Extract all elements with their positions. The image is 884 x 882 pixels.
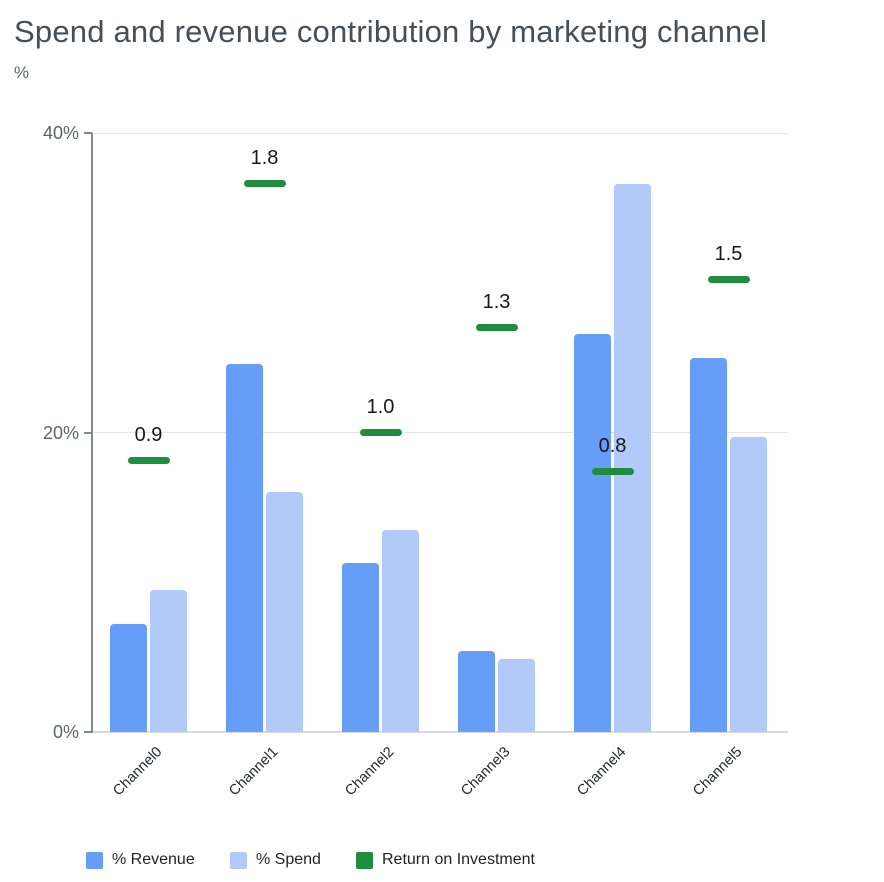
x-axis-label-channel2: Channel2	[342, 744, 398, 800]
bar-spend-channel3[interactable]	[498, 658, 535, 732]
bar-spend-channel4[interactable]	[614, 183, 651, 732]
bar-revenue-channel1[interactable]	[226, 363, 263, 732]
roi-marker-channel5[interactable]	[707, 276, 750, 284]
roi-value-label-channel2: 1.0	[366, 396, 395, 418]
legend-item-spend: % Spend	[230, 851, 321, 869]
bar-spend-channel2[interactable]	[382, 529, 419, 732]
roi-marker-channel4[interactable]	[591, 467, 634, 475]
legend-label-roi: Return on Investment	[382, 851, 535, 868]
chart-legend: % Revenue % Spend Return on Investment	[0, 851, 884, 871]
x-axis-label-channel4: Channel4	[574, 744, 630, 800]
y-axis-label-20pct: 20%	[42, 422, 79, 443]
bar-spend-channel0[interactable]	[150, 589, 187, 732]
bar-spend-channel1[interactable]	[266, 492, 303, 732]
x-axis-label-channel3: Channel3	[458, 744, 514, 800]
y-axis-tickmark-20pct	[84, 431, 92, 434]
legend-swatch-spend	[230, 851, 247, 869]
x-axis-label-channel5: Channel5	[690, 744, 746, 800]
gridline-0pct	[92, 731, 788, 733]
roi-marker-channel3[interactable]	[475, 324, 518, 332]
roi-value-label-channel0: 0.9	[134, 424, 163, 447]
y-axis-tickmark-40pct	[84, 132, 92, 134]
legend-label-spend: % Spend	[256, 851, 321, 868]
bar-revenue-channel2[interactable]	[342, 562, 379, 732]
bar-revenue-channel4[interactable]	[574, 333, 611, 732]
y-axis-tickmark-0pct	[84, 731, 92, 733]
roi-value-label-channel5: 1.5	[714, 243, 743, 266]
y-axis-label-40pct: 40%	[42, 123, 79, 143]
bar-revenue-channel3[interactable]	[458, 651, 495, 732]
bar-spend-channel5[interactable]	[730, 436, 767, 732]
roi-value-label-channel4: 0.8	[598, 434, 627, 457]
y-axis-line	[91, 133, 93, 733]
gridline-40pct	[92, 132, 788, 134]
x-axis-label-channel1: Channel1	[226, 744, 282, 800]
x-axis-label-channel0: Channel0	[110, 744, 166, 800]
roi-marker-channel0[interactable]	[127, 457, 170, 465]
y-axis-label-0pct: 0%	[52, 722, 79, 742]
legend-swatch-roi	[356, 851, 373, 869]
y-axis-title-percent: %	[14, 63, 30, 82]
legend-item-revenue: % Revenue	[86, 851, 195, 869]
roi-marker-channel2[interactable]	[359, 429, 402, 436]
bar-revenue-channel0[interactable]	[110, 624, 147, 732]
legend-item-roi: Return on Investment	[356, 851, 535, 869]
gridline-20pct	[92, 432, 788, 433]
chart-title: Spend and revenue contribution by market…	[14, 14, 767, 49]
roi-marker-channel1[interactable]	[243, 180, 286, 188]
legend-label-revenue: % Revenue	[112, 851, 195, 868]
roi-value-label-channel1: 1.8	[250, 147, 279, 170]
plot-area: 0.9 1.8 1.0 1.3 0.8 1.5	[92, 132, 788, 733]
legend-swatch-revenue	[86, 851, 103, 869]
bar-revenue-channel5[interactable]	[690, 357, 727, 732]
roi-value-label-channel3: 1.3	[482, 291, 511, 314]
